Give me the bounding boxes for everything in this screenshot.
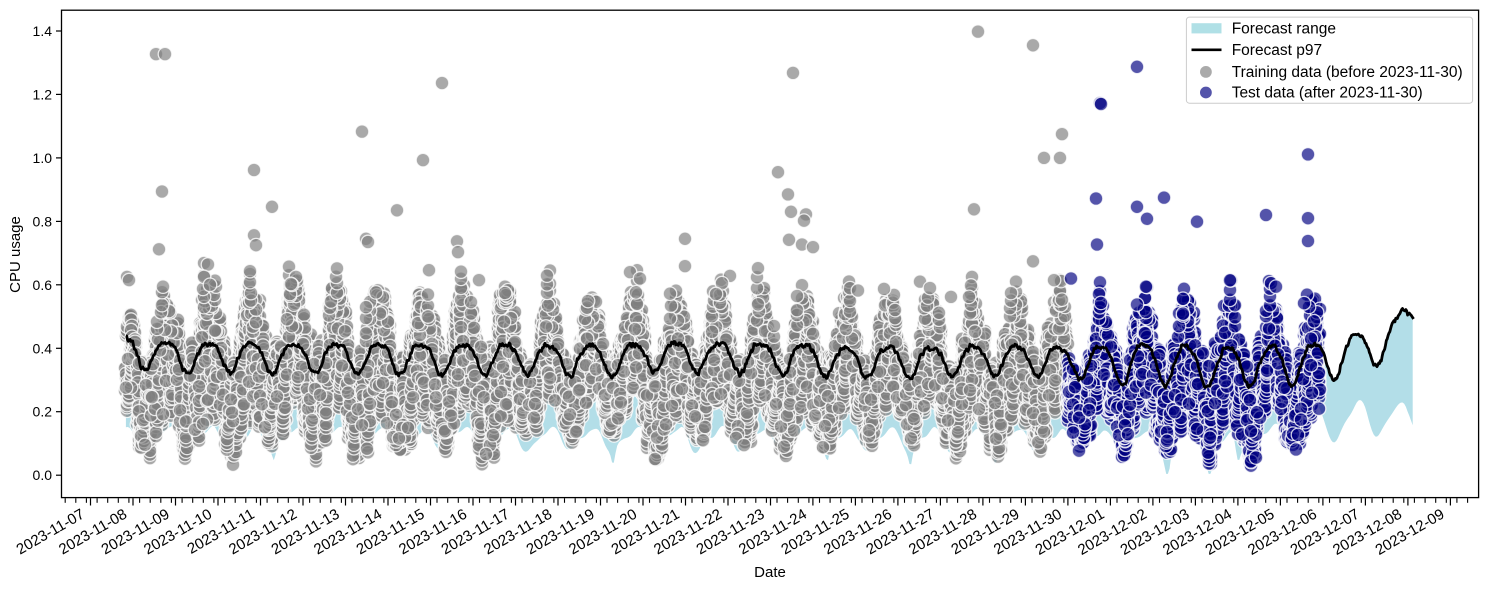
- svg-text:Forecast p97: Forecast p97: [1232, 42, 1322, 59]
- svg-text:1.2: 1.2: [33, 86, 53, 102]
- svg-text:Date: Date: [754, 564, 786, 581]
- svg-text:0.0: 0.0: [33, 467, 53, 483]
- svg-text:1.4: 1.4: [33, 23, 53, 39]
- svg-text:Test data (after 2023-11-30): Test data (after 2023-11-30): [1232, 85, 1423, 102]
- svg-text:0.8: 0.8: [33, 213, 53, 229]
- svg-text:0.6: 0.6: [33, 277, 53, 293]
- svg-text:1.0: 1.0: [33, 150, 53, 166]
- svg-text:0.2: 0.2: [33, 404, 53, 420]
- svg-text:Forecast range: Forecast range: [1232, 20, 1336, 37]
- svg-text:Training data (before 2023-11-: Training data (before 2023-11-30): [1232, 64, 1463, 81]
- svg-text:0.4: 0.4: [33, 340, 53, 356]
- svg-text:CPU usage: CPU usage: [7, 216, 24, 293]
